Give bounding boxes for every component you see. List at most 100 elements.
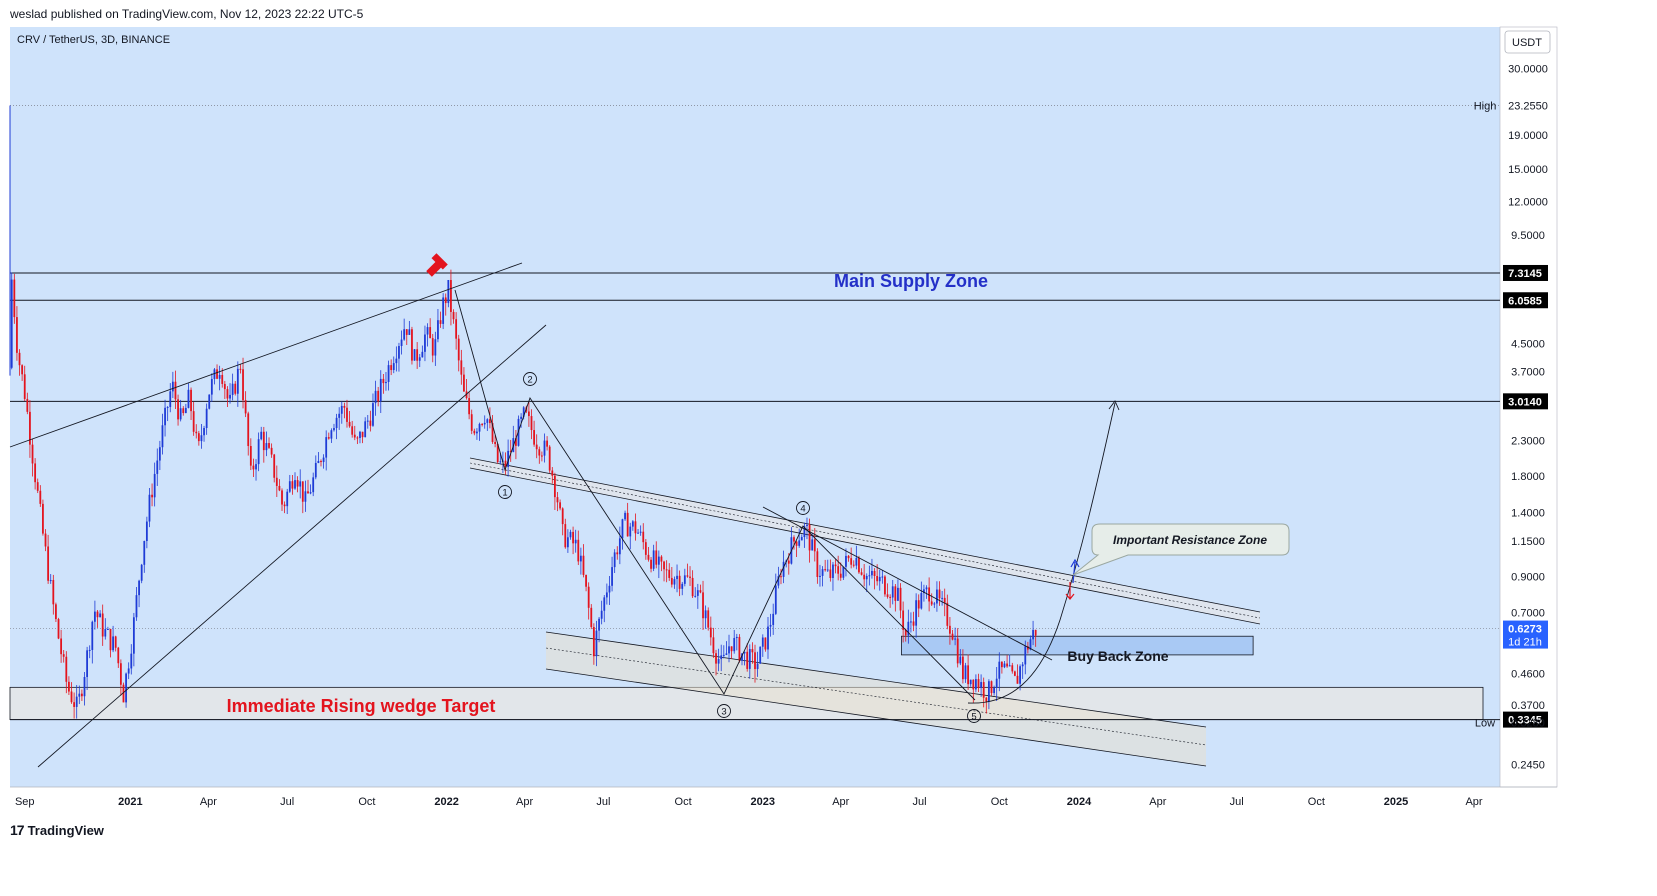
candle-body: [928, 587, 931, 602]
x-tick-label: Apr: [200, 796, 217, 808]
candle-body: [642, 531, 645, 543]
candle-body: [361, 431, 364, 438]
low-label: Low: [1475, 717, 1495, 729]
candle-body: [845, 555, 847, 567]
candle-body: [247, 413, 250, 447]
candle-body: [382, 378, 385, 384]
candle-body: [244, 400, 247, 414]
candle-body: [800, 537, 803, 541]
candle-body: [348, 421, 351, 427]
candle-body: [1008, 665, 1011, 667]
candle-body: [873, 570, 876, 576]
candle-body: [1034, 629, 1037, 636]
candle-body: [140, 564, 143, 581]
candle-body: [161, 425, 164, 448]
candle-body: [36, 482, 39, 491]
candle-body: [670, 577, 673, 585]
wave-marker-1: [498, 485, 512, 499]
candle-body: [275, 477, 278, 486]
candle-body: [780, 576, 782, 578]
wave-marker-2: [523, 372, 537, 386]
candle-body: [665, 569, 668, 571]
candle-body: [236, 368, 239, 394]
candle-body: [504, 460, 507, 467]
candle-body: [535, 444, 538, 450]
candle-body: [439, 320, 442, 324]
wave-marker-5: [967, 709, 981, 723]
candle-body: [611, 567, 613, 586]
y-tick-label: 3.7000: [1511, 367, 1545, 379]
candle-body: [138, 580, 140, 596]
x-tick-label: Apr: [1149, 796, 1166, 808]
candle-body: [431, 338, 434, 356]
candle-body: [125, 673, 127, 703]
tradingview-logo-icon: 17: [10, 822, 25, 838]
candle-body: [314, 462, 317, 478]
wedge-upper-line: [9, 262, 523, 448]
candle-body: [434, 339, 437, 356]
candle-body: [613, 552, 616, 568]
candle-body: [338, 413, 341, 418]
resistance-callout-label: Important Resistance Zone: [1113, 533, 1267, 547]
candle-body: [837, 566, 840, 574]
candle-body: [400, 339, 403, 346]
candle-body: [608, 585, 611, 593]
candle-body: [574, 539, 577, 544]
candle-body: [1029, 639, 1032, 650]
candle-body: [920, 593, 923, 609]
candle-body: [403, 329, 406, 340]
wedge-target-label: Immediate Rising wedge Target: [227, 696, 496, 716]
candle-body: [476, 431, 478, 434]
candle-body: [598, 618, 600, 631]
candle-body: [468, 398, 471, 415]
candle-body: [663, 561, 665, 570]
candle-body: [507, 450, 510, 467]
candle-body: [195, 431, 198, 434]
candle-body: [626, 512, 629, 537]
x-tick-label: Oct: [991, 796, 1008, 808]
candle-body: [559, 502, 561, 509]
y-tick-label: 4.5000: [1511, 338, 1545, 350]
candle-body: [242, 369, 244, 401]
candle-body: [889, 596, 892, 598]
level-tag-text-1: 6.0585: [1508, 295, 1542, 307]
candle-body: [1032, 629, 1034, 640]
candle-body: [156, 460, 159, 474]
candle-body: [842, 566, 845, 578]
candle-body: [730, 646, 733, 652]
falling-channel-lower: [545, 668, 1207, 767]
candle-body: [806, 524, 808, 527]
candle-body: [1011, 665, 1014, 672]
candle-body: [299, 481, 302, 487]
candle-body: [130, 653, 133, 669]
candle-body: [657, 556, 660, 565]
candle-body: [99, 613, 101, 618]
candle-body: [993, 687, 995, 694]
candle-body: [990, 681, 993, 694]
candle-body: [756, 663, 759, 670]
candle-body: [1003, 663, 1006, 668]
candle-body: [166, 407, 169, 409]
candle-body: [764, 637, 767, 650]
candle-body: [283, 504, 286, 507]
candle-body: [52, 580, 55, 605]
candle-body: [590, 607, 593, 628]
x-tick-label: 2021: [118, 796, 142, 808]
candle-body: [959, 656, 962, 664]
candle-body: [647, 554, 650, 560]
candle-body: [171, 381, 174, 392]
candle-body: [70, 691, 73, 703]
candle-body: [442, 297, 445, 324]
candle-body: [543, 440, 546, 456]
candle-body: [962, 656, 964, 680]
candle-body: [530, 416, 533, 431]
tradingview-logo[interactable]: 17 TradingView: [10, 822, 104, 838]
candle-body: [868, 575, 871, 577]
candle-body: [151, 494, 153, 498]
down-arrow-icon: [1065, 582, 1075, 600]
candle-body: [421, 351, 424, 358]
x-tick-label: Oct: [675, 796, 692, 808]
candle-body: [288, 481, 291, 492]
candle-body: [943, 597, 946, 603]
